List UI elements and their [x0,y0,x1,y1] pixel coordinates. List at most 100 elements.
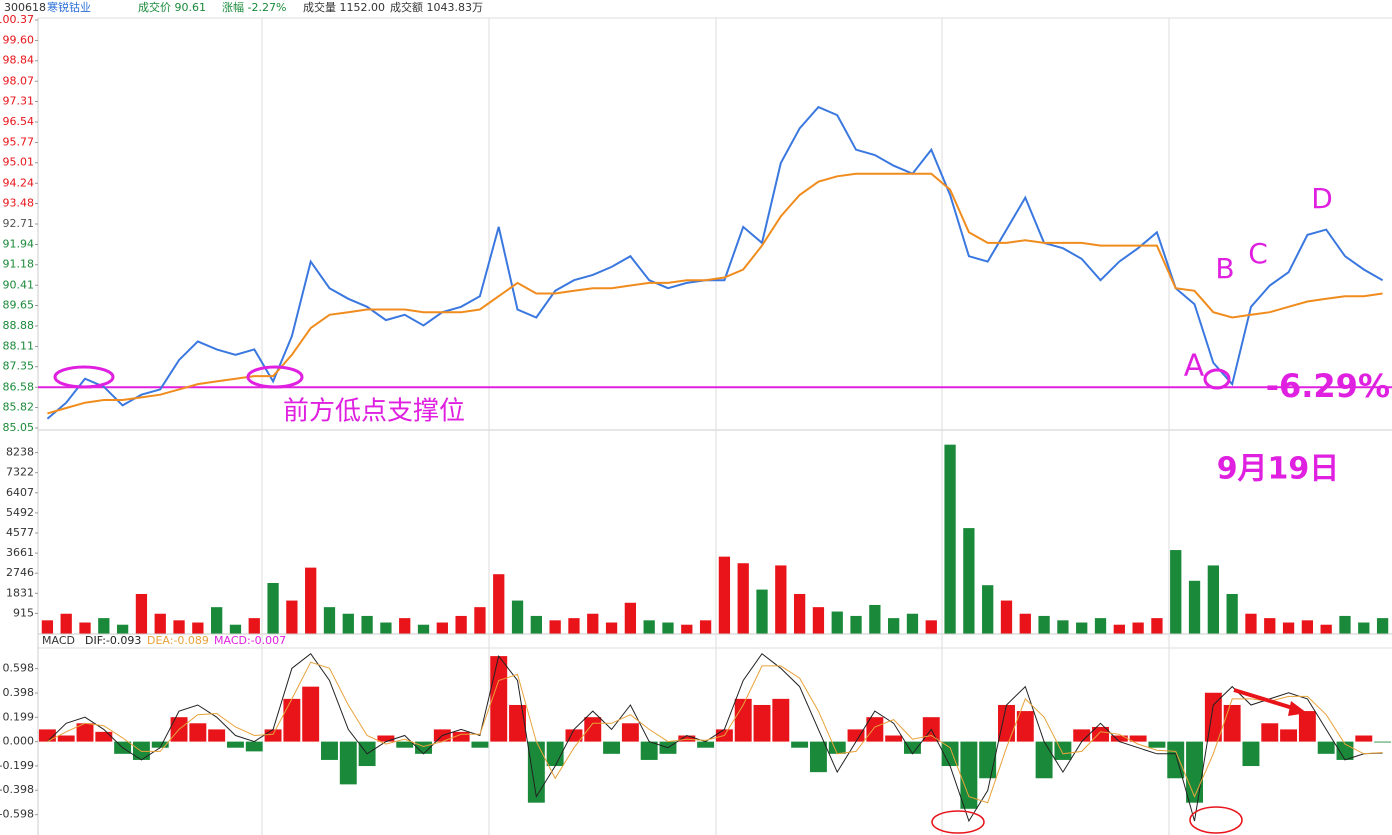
legend-entry: DIF:-0.093 [85,634,141,647]
y-tick-label: 93.48 [3,196,35,209]
macd-bar [151,741,169,748]
macd-bar [264,729,282,742]
macd-bar [490,656,508,742]
stock-name: 寒锐钴业 [47,0,91,14]
macd-bar [377,735,395,742]
volume-bar [681,624,693,634]
volume-bar [1132,622,1144,634]
volume-bar [793,593,806,634]
macd-bar [1167,741,1185,779]
y-tick-label: 100.37 [0,13,34,26]
volume-bar [173,620,185,634]
volume-bar [530,615,542,634]
price-info: 成交价 90.61 [138,0,206,14]
y-tick-label: 3661 [6,546,34,559]
volume-bar [906,613,919,634]
arrow-head [1288,701,1307,716]
y-tick-label: -0.598 [0,808,34,821]
volume-bar [417,624,430,634]
macd-bar [245,741,263,752]
volume-bar [850,615,862,634]
volume-bar [568,618,580,634]
macd-bar [1280,729,1298,742]
volume-bar [1057,620,1069,634]
macd-bar [979,741,997,779]
macd-bar [885,735,903,742]
plots: 100.37 99.60 98.84 98.07 97.31 96.54 95.77 95.0… [0,13,1392,823]
y-tick-label: 95.01 [3,156,35,169]
annotation: D [1311,182,1333,215]
annotation: 9月19日 [1217,452,1340,487]
macd-bar [57,735,75,742]
macd-bar [1317,741,1335,754]
macd-bar [321,741,338,760]
macd-bar [302,686,320,742]
volume-bar [380,622,392,634]
macd-bar [697,741,715,748]
macd-bar [603,741,621,754]
annotation: C [1248,237,1268,270]
y-tick-label: 915 [13,606,34,619]
y-tick-label: 5492 [6,506,34,519]
volume-bar [605,622,618,634]
volume-bar [831,611,843,634]
macd-bar [753,704,771,742]
y-tick-label: 92.71 [3,217,35,230]
y-tick-label: 95.77 [3,136,35,149]
volume-bar [944,444,956,634]
volume-bar [511,600,524,634]
macd-bar [471,741,489,748]
macd-line [47,652,1383,823]
volume-bar [1038,615,1050,634]
volume-bar [1320,624,1332,634]
y-tick-label: 91.94 [3,238,35,251]
macd-bar [866,717,884,742]
stock-code: 300618 [4,1,46,14]
volume-bar [154,613,166,634]
y-tick-label: 88.88 [3,319,35,332]
volume-bar [455,615,467,634]
macd-bar [76,723,94,742]
volume-bar [756,589,768,634]
macd-bar [1148,741,1166,748]
annotation: -6.29% [1266,367,1390,405]
macd-bar [1129,735,1147,742]
y-tick-label: 98.84 [3,54,35,67]
macd-bar [1298,711,1316,742]
volume-bar [1188,580,1201,634]
y-tick-label: 7322 [6,466,34,479]
macd-bar [189,723,207,742]
y-tick-label: 96.54 [3,115,35,128]
highlight-ellipse [246,365,304,389]
y-tick-label: -0.199 [0,759,34,772]
volume-bar [1226,593,1238,634]
macd-bar [208,729,226,742]
volume-bar [1376,618,1389,634]
volume-bar [192,622,204,634]
macd-bar [527,741,545,803]
macd-bar [584,717,602,742]
volume-bar [323,607,336,634]
highlight-ellipse [931,810,985,834]
y-tick-label: 99.60 [3,34,35,47]
arrow [1233,688,1297,711]
volume-bar [436,622,448,634]
macd-title: MACD [42,634,75,647]
volume-bar [737,563,749,634]
volume-bar [643,620,655,634]
macd-bar [1035,741,1053,779]
volume-bar [1151,618,1163,634]
annotation: 前方低点支撑位 [283,397,465,427]
volume-bar [305,567,317,634]
macd-bar [809,741,827,773]
macd-bar [132,741,150,760]
macd-bar [1204,692,1222,742]
annotation: A [1184,349,1205,384]
y-tick-label: 89.65 [3,298,35,311]
layout [37,17,1392,835]
volume-bar [116,624,129,634]
y-tick-label: 85.05 [3,421,35,434]
highlight-ellipse [1203,368,1231,390]
macd-bar [791,741,809,748]
